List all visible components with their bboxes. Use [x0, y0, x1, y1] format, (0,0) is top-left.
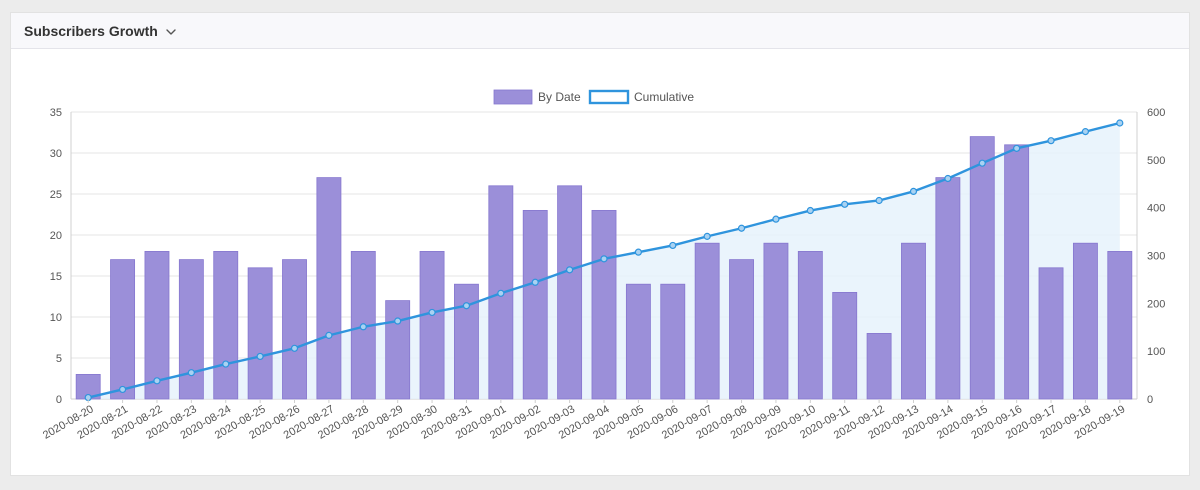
legend-swatch-by-date [493, 89, 533, 105]
bar-2020-09-19 [1107, 250, 1133, 400]
bar-2020-08-29 [385, 300, 411, 400]
legend-label-by-date: By Date [538, 90, 581, 104]
legend-swatch-cumulative [588, 89, 630, 105]
bar-2020-09-02 [522, 209, 548, 400]
cumulative-point-2020-09-19 [1116, 119, 1124, 127]
y-right-tick-label: 300 [1147, 251, 1165, 263]
cumulative-point-2020-08-28 [359, 323, 367, 331]
y-left-tick-label: 25 [50, 189, 62, 201]
cumulative-point-2020-08-30 [428, 308, 436, 317]
bar-2020-09-09 [763, 242, 789, 400]
bar-2020-09-16 [1004, 144, 1030, 400]
cumulative-point-2020-09-08 [737, 224, 746, 232]
bar-2020-09-12 [866, 332, 892, 400]
bar-2020-08-27 [316, 177, 342, 400]
bar-2020-09-03 [557, 185, 583, 400]
cumulative-point-2020-08-31 [462, 302, 471, 310]
bar-2020-08-21 [110, 259, 136, 400]
bar-2020-08-23 [178, 259, 204, 400]
bar-2020-09-15 [969, 136, 995, 400]
bar-2020-09-05 [625, 283, 651, 400]
y-left-tick-label: 20 [50, 230, 62, 242]
cumulative-point-2020-09-09 [772, 215, 780, 223]
cumulative-point-2020-09-17 [1047, 137, 1055, 145]
cumulative-point-2020-09-16 [1013, 144, 1021, 152]
y-right-tick-label: 0 [1147, 394, 1153, 406]
y-left-tick-label: 30 [50, 148, 62, 160]
bar-2020-09-13 [901, 242, 926, 400]
y-left-tick-label: 5 [56, 353, 62, 365]
cumulative-point-2020-09-01 [497, 289, 505, 297]
y-right-tick-label: 600 [1147, 107, 1165, 119]
bar-2020-08-30 [419, 250, 445, 400]
bar-2020-09-04 [591, 209, 617, 400]
y-left-tick-label: 0 [56, 394, 62, 406]
cumulative-point-2020-09-07 [703, 232, 711, 240]
chart-panel: Subscribers Growth 0 5 10 15 20 25 30 35 0 100 200… [10, 12, 1190, 476]
y-left-tick-label: 15 [50, 271, 62, 283]
cumulative-point-2020-08-23 [187, 369, 195, 377]
bar-2020-09-18 [1072, 242, 1098, 400]
cumulative-point-2020-09-12 [875, 196, 883, 205]
cumulative-point-2020-09-10 [806, 206, 814, 215]
bar-2020-09-08 [729, 259, 754, 400]
cumulative-point-2020-08-21 [118, 385, 127, 394]
cumulative-point-2020-09-13 [909, 187, 918, 196]
bar-2020-08-25 [247, 267, 273, 400]
cumulative-point-2020-09-11 [841, 200, 849, 208]
chevron-down-icon[interactable] [165, 25, 177, 37]
cumulative-point-2020-08-22 [153, 377, 161, 385]
bar-2020-08-24 [213, 250, 239, 400]
y-right-tick-label: 100 [1147, 346, 1165, 358]
cumulative-point-2020-08-24 [222, 360, 230, 368]
y-right-tick-label: 400 [1147, 203, 1165, 215]
cumulative-point-2020-09-18 [1081, 128, 1090, 136]
cumulative-point-2020-09-02 [531, 278, 539, 286]
chart-area: 0 5 10 15 20 25 30 35 0 100 200 300 400 500 600 2020-08… [11, 49, 1189, 475]
panel-title: Subscribers Growth [24, 22, 158, 39]
cumulative-point-2020-09-03 [566, 266, 574, 274]
bar-2020-09-14 [935, 177, 961, 400]
y-left-tick-label: 10 [50, 312, 62, 324]
cumulative-point-2020-08-26 [290, 344, 299, 352]
legend-label-cumulative: Cumulative [634, 90, 694, 104]
y-right-tick-label: 500 [1147, 155, 1165, 167]
y-left-tick-label: 35 [50, 107, 62, 119]
subscribers-chart: 0510152025303501002003004005006002020-08… [41, 89, 1165, 442]
cumulative-point-2020-08-29 [394, 317, 402, 325]
cumulative-point-2020-08-27 [325, 331, 333, 339]
bar-2020-09-10 [797, 250, 823, 400]
cumulative-point-2020-09-04 [600, 255, 608, 263]
cumulative-point-2020-08-25 [256, 352, 264, 361]
bar-2020-09-11 [832, 291, 858, 400]
cumulative-point-2020-09-06 [669, 241, 677, 250]
y-right-tick-label: 200 [1147, 298, 1165, 310]
bar-2020-08-26 [282, 259, 307, 400]
bar-2020-09-06 [660, 283, 686, 400]
bar-2020-08-22 [144, 250, 170, 400]
bar-2020-09-07 [694, 242, 720, 400]
cumulative-point-2020-09-05 [634, 248, 642, 256]
panel-header: Subscribers Growth [11, 13, 1189, 49]
bar-2020-09-17 [1038, 267, 1064, 400]
cumulative-point-2020-09-15 [978, 159, 986, 167]
cumulative-point-2020-09-14 [944, 174, 952, 183]
